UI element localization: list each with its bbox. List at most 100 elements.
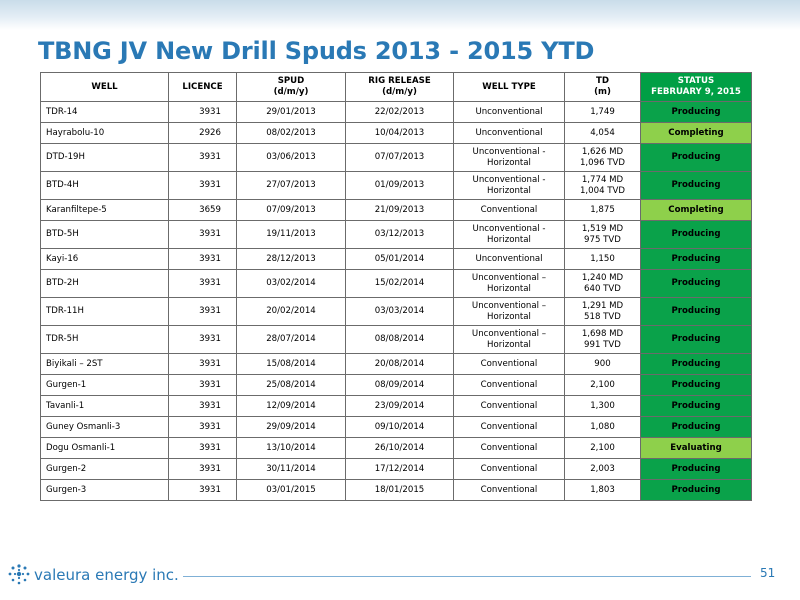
well-type-cell: Unconventional - Horizontal	[453, 171, 565, 200]
company-logo: valeura energy inc.	[6, 562, 179, 588]
status-cell: Producing	[640, 220, 752, 249]
drill-spuds-table: WELL LICENCE SPUD (d/m/y) RIG RELEASE (d/m…	[40, 72, 752, 501]
rig-release-cell: 22/02/2013	[345, 101, 454, 123]
table-row: BTD-2H 3931 03/02/2014 15/02/2014 Unconventi…	[40, 269, 752, 298]
licence-cell: 3931	[168, 248, 237, 270]
spud-date-cell: 19/11/2013	[236, 220, 346, 249]
well-name-cell: BTD-5H	[40, 220, 169, 249]
spud-date-cell: 28/12/2013	[236, 248, 346, 270]
spud-date-cell: 29/09/2014	[236, 416, 346, 438]
table-row: DTD-19H 3931 03/06/2013 07/07/2013 Unconvent…	[40, 143, 752, 172]
spud-date-cell: 03/06/2013	[236, 143, 346, 172]
spud-date-cell: 03/01/2015	[236, 479, 346, 501]
td-cell: 1,519 MD 975 TVD	[564, 220, 641, 249]
status-cell: Producing	[640, 353, 752, 375]
rig-release-cell: 07/07/2013	[345, 143, 454, 172]
rig-release-cell: 18/01/2015	[345, 479, 454, 501]
status-cell: Producing	[640, 143, 752, 172]
td-cell: 1,749	[564, 101, 641, 123]
td-cell: 1,774 MD 1,004 TVD	[564, 171, 641, 200]
well-type-cell: Unconventional	[453, 122, 565, 144]
status-cell: Producing	[640, 416, 752, 438]
spud-date-cell: 08/02/2013	[236, 122, 346, 144]
spud-date-cell: 20/02/2014	[236, 297, 346, 326]
well-name-cell: BTD-2H	[40, 269, 169, 298]
well-name-cell: Guney Osmanli-3	[40, 416, 169, 438]
licence-cell: 2926	[168, 122, 237, 144]
top-gradient-band	[0, 0, 800, 30]
well-type-cell: Unconventional	[453, 248, 565, 270]
rig-release-cell: 20/08/2014	[345, 353, 454, 375]
licence-cell: 3931	[168, 143, 237, 172]
spud-date-cell: 29/01/2013	[236, 101, 346, 123]
rig-release-cell: 21/09/2013	[345, 199, 454, 221]
td-cell: 900	[564, 353, 641, 375]
table-row: TDR-5H 3931 28/07/2014 08/08/2014 Unconventi…	[40, 325, 752, 354]
status-cell: Producing	[640, 101, 752, 123]
well-type-cell: Conventional	[453, 437, 565, 459]
status-cell: Producing	[640, 374, 752, 396]
licence-cell: 3931	[168, 395, 237, 417]
well-name-cell: TDR-5H	[40, 325, 169, 354]
td-cell: 4,054	[564, 122, 641, 144]
status-cell: Producing	[640, 325, 752, 354]
rig-release-cell: 23/09/2014	[345, 395, 454, 417]
td-cell: 2,100	[564, 437, 641, 459]
header-well-type: WELL TYPE	[453, 72, 565, 102]
rig-release-cell: 17/12/2014	[345, 458, 454, 480]
well-name-cell: Gurgen-2	[40, 458, 169, 480]
td-cell: 1,291 MD 518 TVD	[564, 297, 641, 326]
status-cell: Producing	[640, 395, 752, 417]
status-cell: Producing	[640, 171, 752, 200]
header-td: TD (m)	[564, 72, 641, 102]
well-type-cell: Unconventional	[453, 101, 565, 123]
licence-cell: 3931	[168, 374, 237, 396]
well-type-cell: Conventional	[453, 458, 565, 480]
rig-release-cell: 03/03/2014	[345, 297, 454, 326]
well-type-cell: Unconventional – Horizontal	[453, 269, 565, 298]
spud-date-cell: 03/02/2014	[236, 269, 346, 298]
spud-date-cell: 12/09/2014	[236, 395, 346, 417]
well-type-cell: Conventional	[453, 199, 565, 221]
status-cell: Producing	[640, 297, 752, 326]
licence-cell: 3931	[168, 325, 237, 354]
header-licence: LICENCE	[168, 72, 237, 102]
page-number: 51	[760, 566, 776, 580]
licence-cell: 3659	[168, 199, 237, 221]
well-type-cell: Unconventional - Horizontal	[453, 143, 565, 172]
well-type-cell: Conventional	[453, 416, 565, 438]
spud-date-cell: 07/09/2013	[236, 199, 346, 221]
td-cell: 2,003	[564, 458, 641, 480]
header-status: STATUS FEBRUARY 9, 2015	[640, 72, 752, 102]
table-row: Tavanli-1 3931 12/09/2014 23/09/2014 Convent…	[40, 395, 752, 417]
spud-date-cell: 15/08/2014	[236, 353, 346, 375]
status-cell: Evaluating	[640, 437, 752, 459]
table-row: Gurgen-1 3931 25/08/2014 08/09/2014 Conventi…	[40, 374, 752, 396]
status-cell: Producing	[640, 269, 752, 298]
licence-cell: 3931	[168, 101, 237, 123]
td-cell: 1,626 MD 1,096 TVD	[564, 143, 641, 172]
footer-divider	[183, 576, 751, 577]
table-row: Gurgen-2 3931 30/11/2014 17/12/2014 Conventi…	[40, 458, 752, 480]
td-cell: 2,100	[564, 374, 641, 396]
licence-cell: 3931	[168, 297, 237, 326]
well-name-cell: Tavanli-1	[40, 395, 169, 417]
table-row: Biyikali – 2ST 3931 15/08/2014 20/08/2014 Co…	[40, 353, 752, 375]
well-type-cell: Conventional	[453, 479, 565, 501]
table-row: Gurgen-3 3931 03/01/2015 18/01/2015 Conventi…	[40, 479, 752, 501]
well-type-cell: Unconventional – Horizontal	[453, 325, 565, 354]
table-body: TDR-14 3931 29/01/2013 22/02/2013 Unconventi…	[40, 101, 752, 501]
status-cell: Producing	[640, 458, 752, 480]
well-name-cell: Kayi-16	[40, 248, 169, 270]
status-cell: Producing	[640, 248, 752, 270]
spud-date-cell: 28/07/2014	[236, 325, 346, 354]
licence-cell: 3931	[168, 437, 237, 459]
rig-release-cell: 09/10/2014	[345, 416, 454, 438]
well-name-cell: TDR-11H	[40, 297, 169, 326]
spud-date-cell: 25/08/2014	[236, 374, 346, 396]
rig-release-cell: 03/12/2013	[345, 220, 454, 249]
well-name-cell: Gurgen-1	[40, 374, 169, 396]
status-cell: Completing	[640, 122, 752, 144]
licence-cell: 3931	[168, 479, 237, 501]
well-name-cell: Gurgen-3	[40, 479, 169, 501]
